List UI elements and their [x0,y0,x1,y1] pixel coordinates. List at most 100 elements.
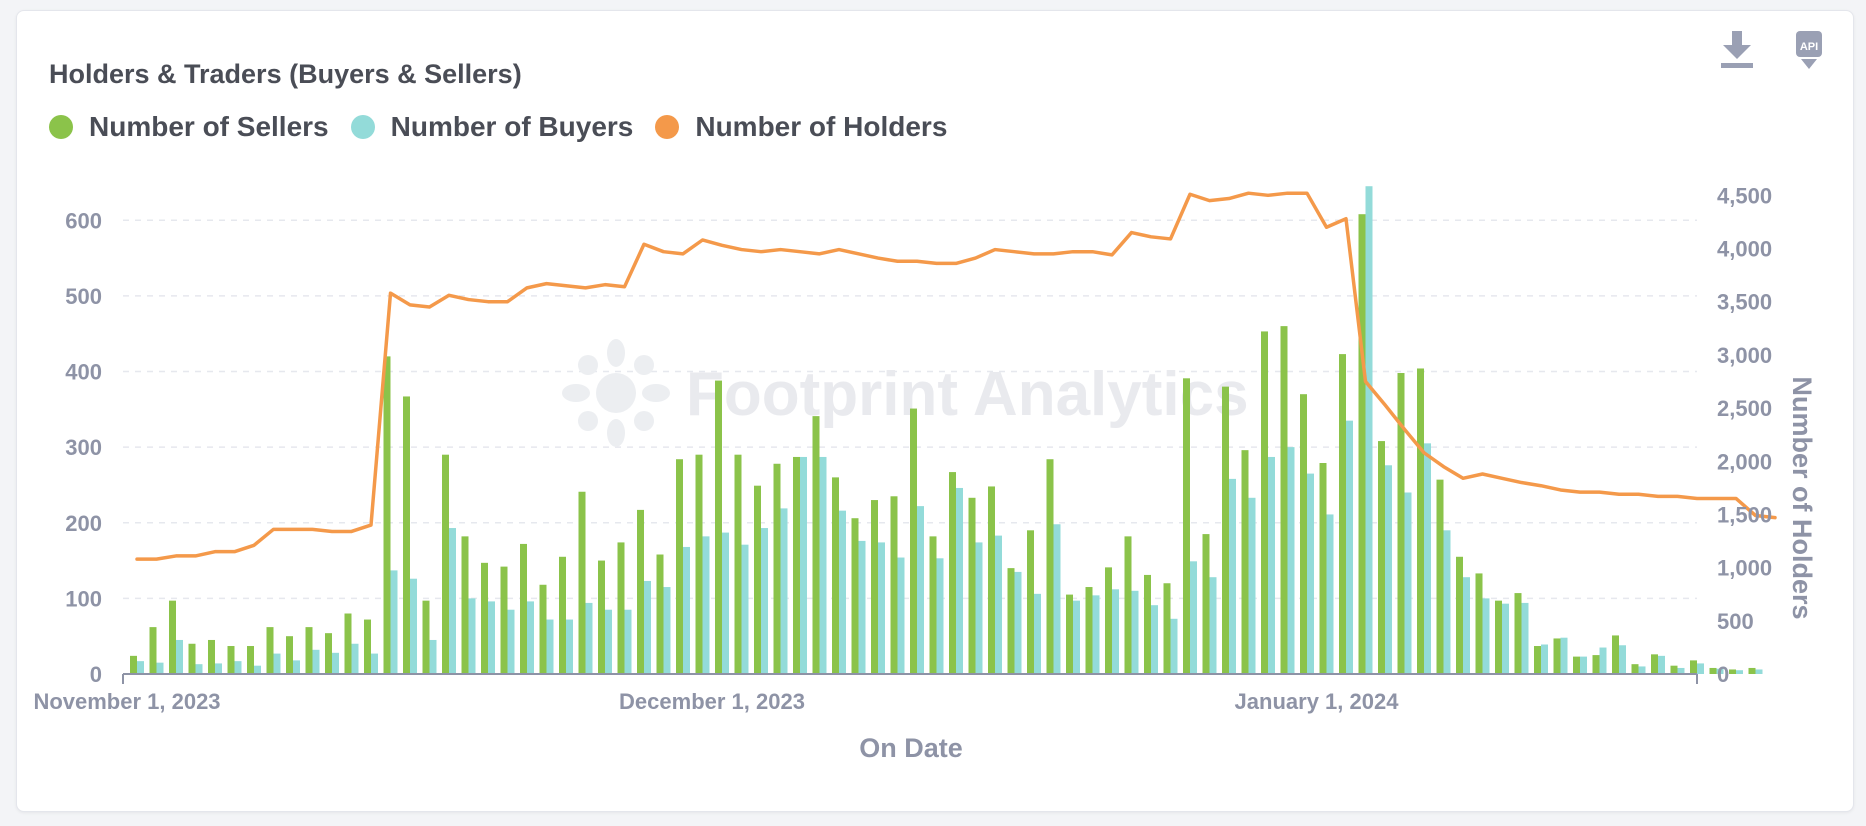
bar-sellers [754,485,761,674]
y-right-tick-label: 0 [1717,662,1729,687]
bar-buyers [1385,465,1392,674]
bar-buyers [878,542,885,674]
bar-sellers [149,627,157,674]
legend: Number of Sellers Number of Buyers Numbe… [49,111,969,143]
bar-buyers [1658,655,1665,674]
bar-buyers [605,609,612,674]
api-download-icon[interactable]: API [1789,27,1829,71]
bar-sellers [559,556,566,674]
bar-buyers [1482,598,1490,674]
chart-title: Holders & Traders (Buyers & Sellers) [49,59,522,89]
api-icon-label: API [1800,41,1818,53]
legend-item-buyers[interactable]: Number of Buyers [350,111,634,143]
legend-label-buyers: Number of Buyers [390,111,634,142]
bar-buyers [975,542,983,674]
bar-sellers [1144,574,1151,674]
bar-sellers [1495,600,1502,674]
bar-buyers [332,652,339,674]
bar-buyers [293,660,300,674]
bar-buyers [800,456,807,674]
bar-sellers [715,380,722,674]
bar-buyers [1151,605,1158,674]
bar-sellers [481,562,488,674]
bar-buyers [761,528,768,674]
bar-sellers [1007,568,1015,674]
bar-sellers [130,655,137,674]
download-icon[interactable] [1717,27,1757,71]
bar-buyers [1014,571,1022,674]
bar-buyers [156,662,164,674]
bar-buyers [468,598,476,674]
bar-sellers [208,639,215,674]
bar-sellers [1612,635,1619,674]
bar-buyers [195,664,203,674]
y-left-tick-label: 100 [65,586,102,611]
bar-buyers [644,580,651,674]
bar-buyers [507,609,515,674]
bar-sellers [461,536,469,674]
bar-sellers [1222,386,1229,674]
bar-buyers [1619,645,1626,674]
bar-buyers [1073,600,1080,674]
legend-item-sellers[interactable]: Number of Sellers [49,111,329,143]
y-left-tick-label: 300 [65,435,102,460]
bar-sellers [1553,638,1561,674]
bar-sellers [1105,567,1112,674]
bar-sellers [1397,373,1405,674]
bar-sellers [1183,378,1190,674]
bar-buyers [1346,420,1353,674]
bar-buyers [410,578,417,674]
bar-sellers [539,584,547,674]
bar-sellers [1378,441,1385,674]
legend-label-holders: Number of Holders [695,111,948,142]
bar-sellers [325,633,332,674]
y-left-tick-label: 200 [65,511,102,536]
bar-sellers [1358,214,1366,674]
line-series-holders [135,191,1777,561]
bar-buyers [1307,473,1314,674]
bar-sellers [500,566,508,674]
bar-buyers [858,540,866,674]
bar-sellers [988,486,995,674]
x-axis-title: On Date [859,733,963,763]
bar-sellers [442,454,449,674]
y-right-tick-label: 3,000 [1717,343,1772,368]
y-right-tick-label: 1,500 [1717,502,1772,527]
bar-buyers [1248,497,1256,674]
bar-sellers [227,646,235,674]
y-right-tick-label: 1,000 [1717,556,1772,581]
bar-buyers [1580,656,1587,674]
bar-buyers [1755,669,1763,674]
bar-sellers [1339,354,1346,674]
bar-sellers [1241,450,1249,674]
bar-buyers [1736,670,1743,674]
bar-buyers [176,639,183,674]
bar-sellers [734,454,742,674]
legend-item-holders[interactable]: Number of Holders [655,111,947,143]
bar-buyers [371,653,378,674]
bar-buyers [1053,524,1061,674]
bar-buyers [1287,447,1295,674]
y-right-tick-label: 4,500 [1717,183,1772,208]
bar-sellers [851,518,859,674]
bar-buyers [1560,637,1568,674]
bar-sellers [383,356,391,674]
bar-buyers [585,602,593,674]
y-left-tick-label: 600 [65,208,102,233]
bar-sellers [793,456,800,674]
bar-sellers [403,396,410,674]
bar-sellers [929,536,937,674]
bar-sellers [1280,326,1288,674]
bar-buyers [1365,186,1373,674]
bar-buyers [936,558,944,674]
legend-dot-sellers [49,115,73,139]
bar-sellers [910,408,917,674]
bar-sellers [949,472,956,674]
bar-sellers [1319,463,1327,674]
bar-buyers [390,570,398,674]
chart-card: Holders & Traders (Buyers & Sellers) Num… [16,10,1854,812]
bar-sellers [344,613,352,674]
bar-buyers [234,661,242,674]
bar-buyers [1112,589,1119,674]
y-right-tick-label: 2,500 [1717,396,1772,421]
